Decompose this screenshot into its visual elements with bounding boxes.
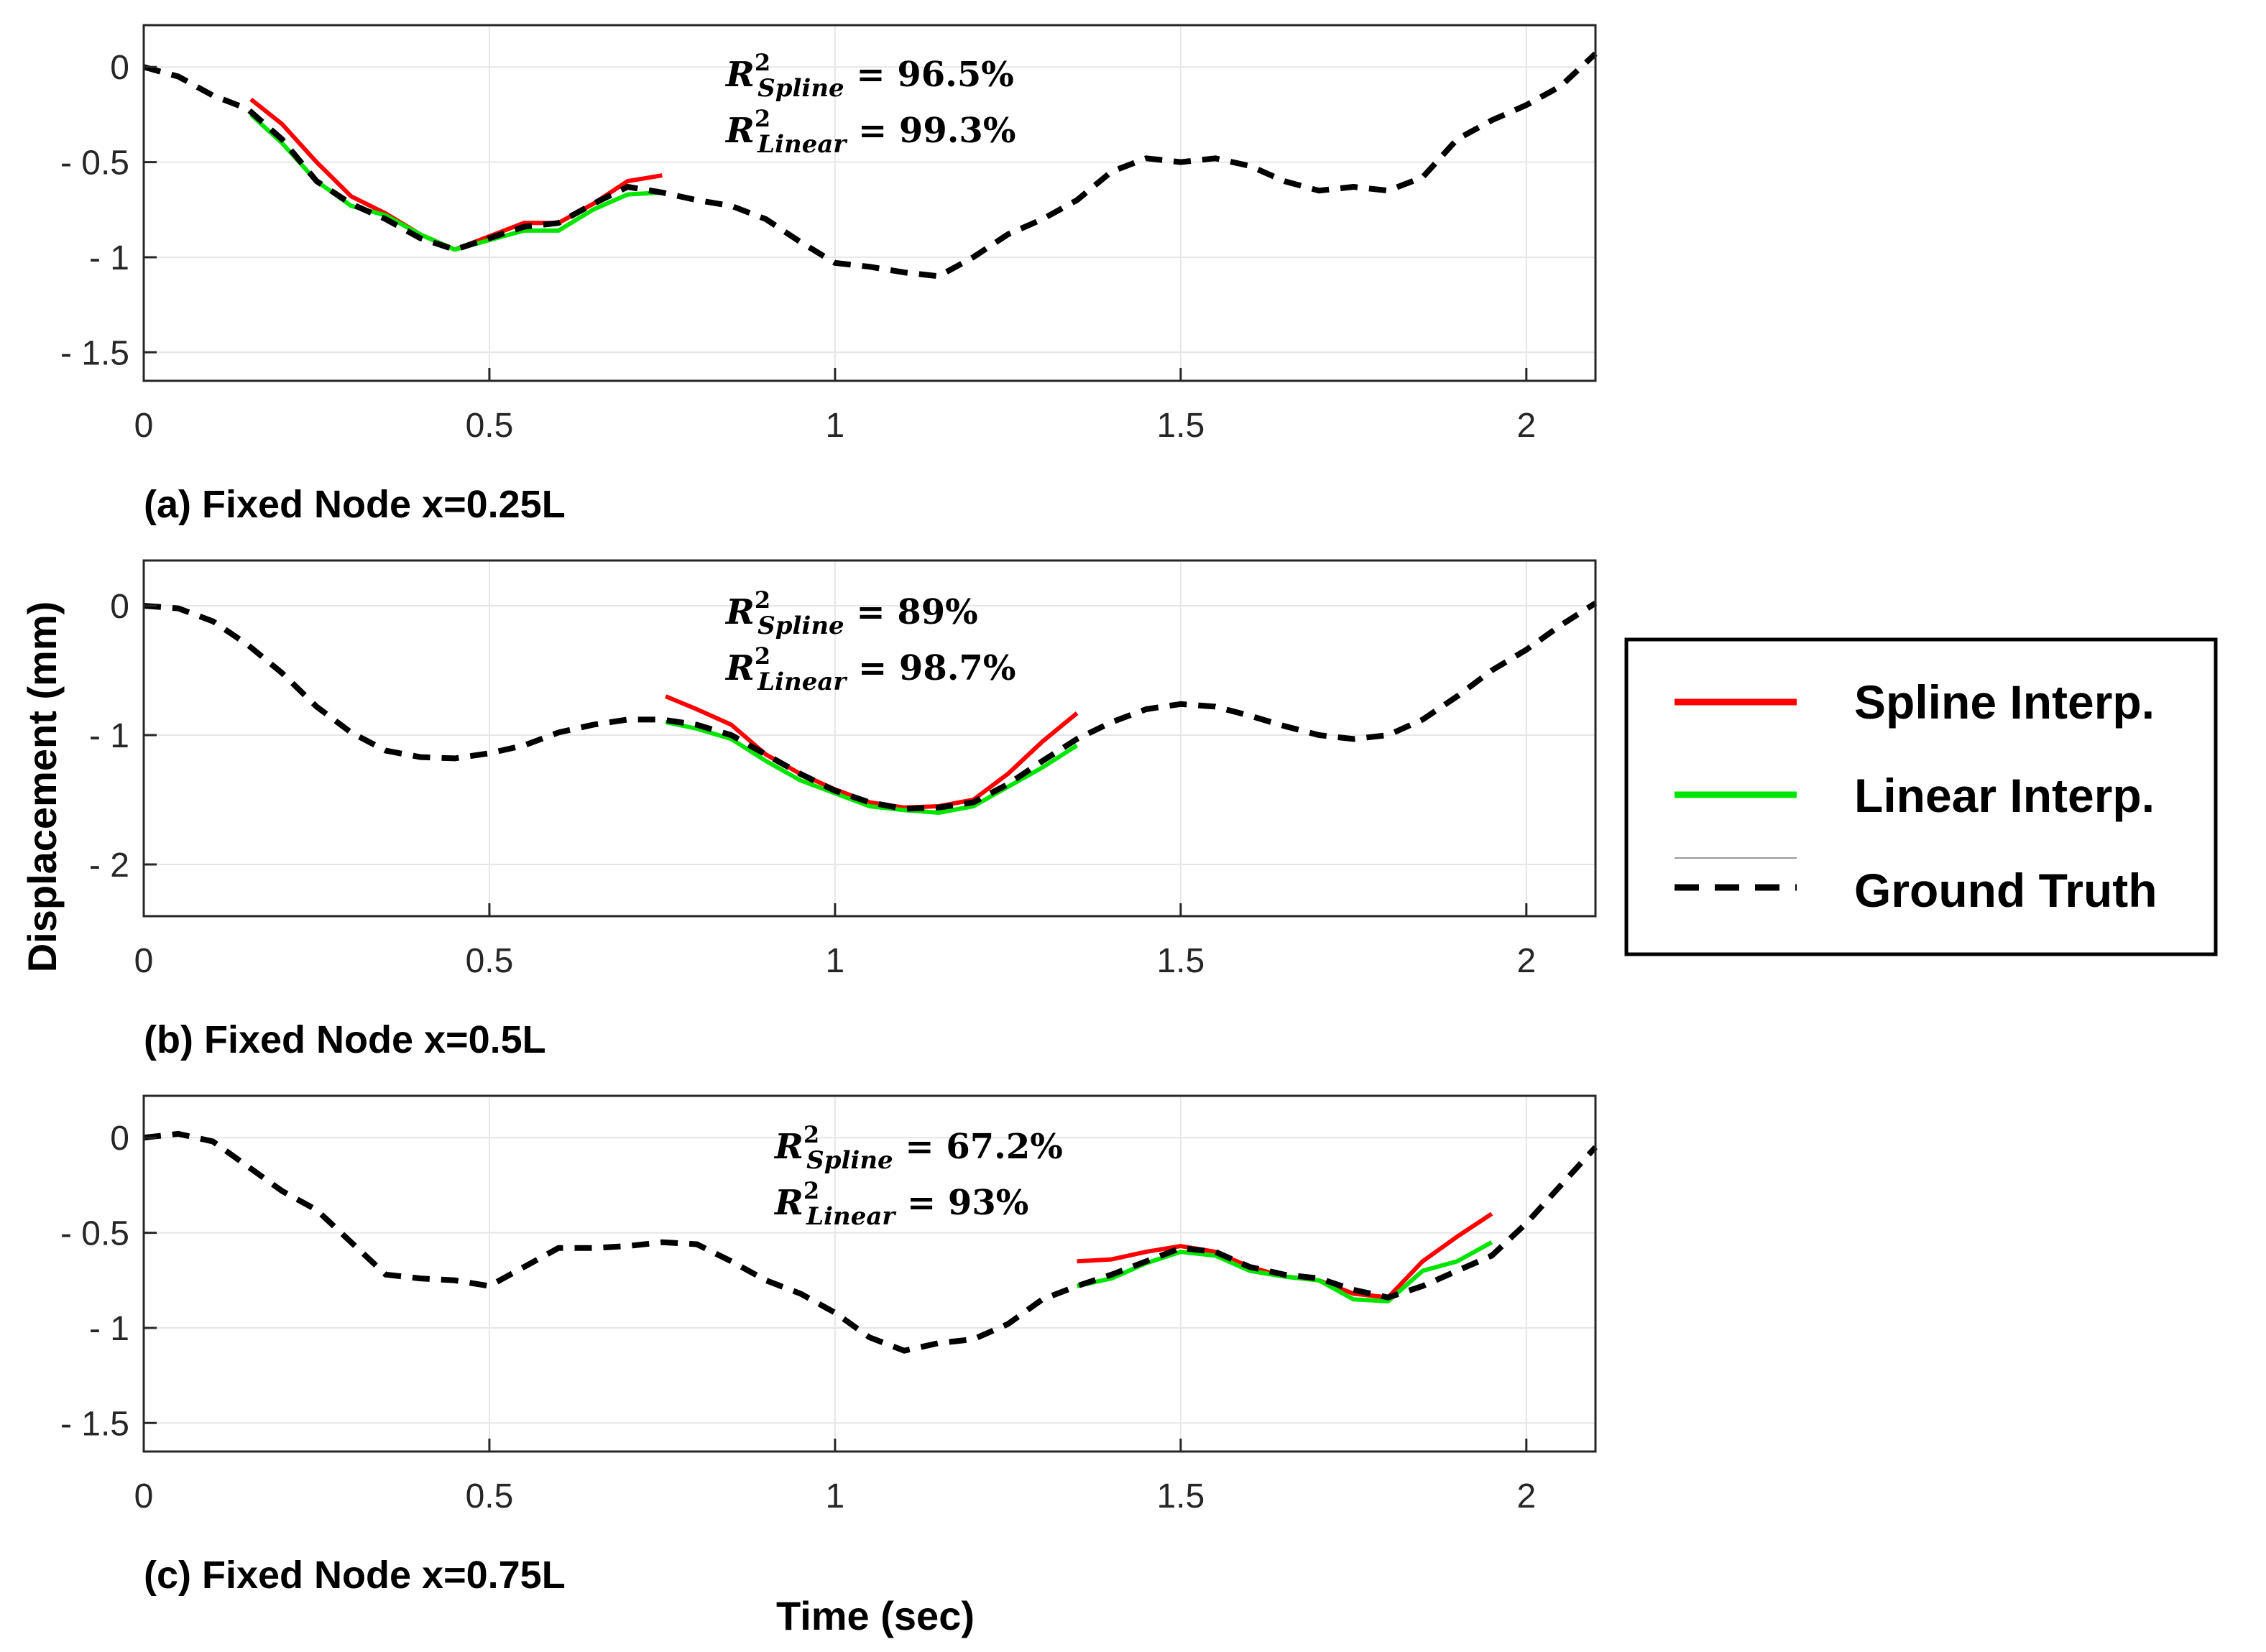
r2-superscript: 2 [803, 1177, 819, 1204]
r2-symbol: R [724, 592, 755, 632]
x-tick-label: 2 [1516, 1477, 1536, 1515]
x-tick-label: 1 [826, 1477, 845, 1515]
r2-subscript: Linear [806, 1202, 896, 1231]
r2-value: = 93% [895, 1183, 1028, 1223]
r2-value: = 89% [844, 592, 978, 632]
r2-subscript: Linear [757, 130, 847, 159]
axes-box [142, 24, 1597, 382]
axes-box [142, 559, 1597, 918]
r2-value: = 98.7% [846, 648, 1015, 688]
r2-subscript: Spline [757, 74, 844, 103]
y-tick-label: - 1.5 [60, 1405, 129, 1443]
y-tick-label: 0 [110, 49, 129, 87]
y-tick-label: - 2 [89, 846, 129, 885]
r2-superscript: 2 [755, 586, 770, 614]
x-tick-label: 0.5 [466, 1477, 514, 1515]
r2-superscript: 2 [755, 105, 770, 132]
r2-superscript: 2 [755, 642, 770, 670]
ground-truth-line [142, 51, 1598, 280]
panel-b: 0 0.5 1 1.5 20- 1- 2R2 Spline = 89%R2 Linear =… [89, 559, 1598, 1061]
r2-superscript: 2 [755, 49, 770, 76]
y-tick-label: - 0.5 [60, 1215, 129, 1253]
r2-linear-annotation: R2 Linear = 98.7% [724, 642, 1015, 696]
x-tick-label: 2 [1516, 942, 1536, 980]
legend-label-linear: Linear Interp. [1854, 769, 2155, 822]
y-tick-label: - 1 [89, 717, 129, 755]
y-tick-label: - 1 [89, 239, 129, 277]
panel-caption: (c) Fixed Node x=0.75L [144, 1554, 566, 1597]
r2-superscript: 2 [803, 1121, 819, 1148]
r2-value: = 99.3% [846, 111, 1015, 151]
panel-caption: (a) Fixed Node x=0.25L [144, 483, 566, 526]
ground-truth-line [143, 601, 1598, 812]
x-axis-label: Time (sec) [776, 1593, 975, 1638]
legend-label-ground-truth: Ground Truth [1854, 864, 2157, 917]
panels: 0 0.5 1 1.5 20- 0.5- 1- 1.5R2 Spline = 96.5%R… [60, 24, 1598, 1597]
y-tick-label: 0 [110, 588, 129, 626]
x-tick-label: 1.5 [1156, 407, 1205, 445]
y-tick-label: - 1 [89, 1310, 129, 1348]
y-axis-label: Displacement (mm) [19, 601, 65, 973]
r2-symbol: R [724, 648, 755, 688]
y-tick-label: 0 [110, 1120, 129, 1158]
r2-symbol: R [773, 1127, 803, 1167]
r2-subscript: Spline [757, 612, 844, 640]
r2-symbol: R [724, 55, 755, 95]
y-tick-label: - 0.5 [60, 144, 129, 183]
y-tick-label: - 1.5 [60, 334, 129, 372]
panel-a: 0 0.5 1 1.5 20- 0.5- 1- 1.5R2 Spline = 96.5%R… [60, 24, 1598, 526]
linear-line [665, 720, 1079, 815]
r2-spline-annotation: R2 Spline = 96.5% [724, 49, 1014, 103]
x-tick-label: 1 [826, 407, 845, 445]
x-tick-label: 0 [134, 1477, 154, 1515]
panel-c: 0 0.5 1 1.5 20- 0.5- 1- 1.5R2 Spline = 67.2%R… [60, 1094, 1598, 1597]
r2-value: = 67.2% [893, 1127, 1063, 1167]
ground-truth-line [143, 1130, 1598, 1354]
x-tick-label: 0.5 [466, 942, 514, 980]
r2-subscript: Linear [757, 668, 847, 696]
x-tick-label: 2 [1516, 407, 1536, 445]
legend: Spline Interp. Linear Interp. Ground Tru… [1624, 637, 2218, 956]
x-tick-label: 1.5 [1156, 942, 1205, 980]
x-tick-label: 0 [134, 942, 154, 980]
legend-label-spline: Spline Interp. [1854, 675, 2155, 729]
axes-box [142, 1094, 1597, 1453]
r2-symbol: R [724, 111, 755, 151]
r2-linear-annotation: R2 Linear = 99.3% [724, 105, 1015, 159]
x-tick-label: 1.5 [1156, 1477, 1205, 1515]
r2-subscript: Spline [806, 1146, 893, 1175]
panel-caption: (b) Fixed Node x=0.5L [144, 1018, 546, 1061]
spline-line [665, 694, 1079, 810]
r2-linear-annotation: R2 Linear = 93% [773, 1177, 1028, 1231]
r2-symbol: R [773, 1183, 803, 1223]
x-tick-label: 0 [134, 407, 154, 445]
x-tick-label: 0.5 [466, 407, 514, 445]
r2-spline-annotation: R2 Spline = 67.2% [773, 1121, 1063, 1175]
x-tick-label: 1 [826, 942, 845, 980]
r2-value: = 96.5% [844, 55, 1014, 95]
r2-spline-annotation: R2 Spline = 89% [724, 586, 978, 640]
